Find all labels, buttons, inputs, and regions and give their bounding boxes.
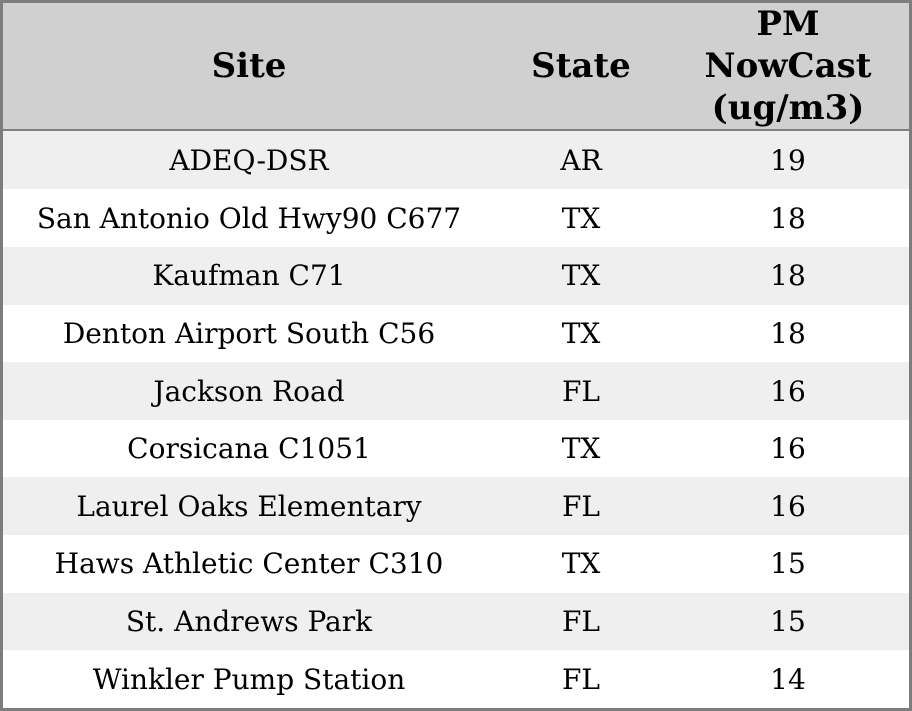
state-cell: AR (560, 143, 602, 177)
table-row: Laurel Oaks Elementary FL 16 (3, 477, 909, 536)
table-body: ADEQ-DSR AR 19 San Antonio Old Hwy90 C67… (3, 130, 909, 708)
site-cell: Jackson Road (153, 374, 345, 408)
site-cell: Laurel Oaks Elementary (76, 489, 422, 523)
column-header-site: Site (3, 3, 495, 131)
pm-nowcast-cell: 14 (770, 662, 806, 696)
table-header: Site State PM NowCast (ug/m3) (3, 3, 909, 131)
site-cell: San Antonio Old Hwy90 C677 (36, 201, 462, 235)
column-header-state: State (495, 3, 667, 131)
state-cell: TX (561, 201, 601, 235)
pm-nowcast-cell: 18 (770, 201, 806, 235)
site-cell: Denton Airport South C56 (62, 316, 436, 350)
table-row: Kaufman C71 TX 18 (3, 246, 909, 305)
pm-nowcast-cell: 15 (770, 605, 806, 639)
table-row: Winkler Pump Station FL 14 (3, 650, 909, 708)
table-row: St. Andrews Park FL 15 (3, 592, 909, 651)
pm-nowcast-cell: 16 (770, 374, 806, 408)
site-cell: Corsicana C1051 (127, 432, 371, 466)
table-row: San Antonio Old Hwy90 C677 TX 18 (3, 189, 909, 247)
pm-nowcast-cell: 15 (770, 547, 806, 581)
pm-header-line-1: PM (756, 4, 820, 44)
column-header-pm-nowcast: PM NowCast (ug/m3) (667, 3, 909, 131)
pm-nowcast-cell: 16 (770, 489, 806, 523)
site-cell: ADEQ-DSR (169, 143, 329, 177)
state-cell: TX (561, 432, 601, 466)
state-cell: FL (561, 489, 601, 523)
header-row: Site State PM NowCast (ug/m3) (3, 3, 909, 131)
site-cell: Haws Athletic Center C310 (54, 547, 444, 581)
pm-nowcast-cell: 19 (770, 143, 806, 177)
state-cell: TX (561, 316, 601, 350)
pm-nowcast-cell: 18 (770, 316, 806, 350)
table-row: Denton Airport South C56 TX 18 (3, 304, 909, 363)
table-row: Haws Athletic Center C310 TX 15 (3, 535, 909, 593)
state-cell: TX (561, 259, 601, 293)
table-row: Jackson Road FL 16 (3, 362, 909, 420)
state-cell: FL (561, 374, 601, 408)
state-cell: TX (561, 547, 601, 581)
site-cell: Winkler Pump Station (92, 662, 406, 696)
pm-header-line-2: NowCast (704, 46, 872, 86)
pm-nowcast-cell: 18 (770, 259, 806, 293)
pm-nowcast-cell: 16 (770, 432, 806, 466)
pm-nowcast-table: Site State PM NowCast (ug/m3) ADEQ-DSR A… (3, 3, 909, 708)
site-cell: Kaufman C71 (152, 259, 346, 293)
pm-header-line-3: (ug/m3) (711, 88, 865, 128)
table-row: ADEQ-DSR AR 19 (3, 130, 909, 190)
state-cell: FL (561, 605, 601, 639)
site-cell: St. Andrews Park (125, 605, 373, 639)
table-row: Corsicana C1051 TX 16 (3, 419, 909, 478)
state-cell: FL (561, 662, 601, 696)
